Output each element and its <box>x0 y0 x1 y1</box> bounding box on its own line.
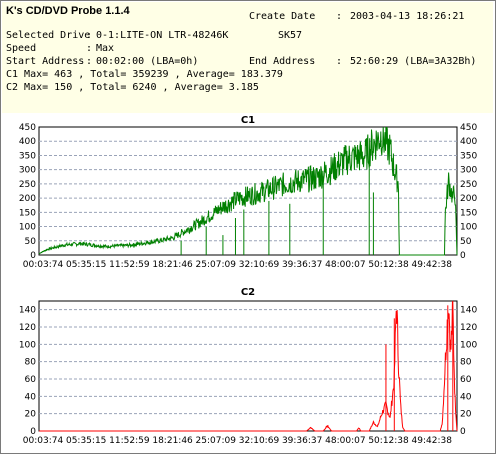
y-tick-label-right: 40 <box>460 392 472 402</box>
c1-chart: C1 0 0 50 50 100 100 150 150 200 200 250 250 300 300 35… <box>1 113 495 271</box>
drive-label: Selected Drive <box>6 30 91 41</box>
start-label: Start Address <box>6 56 85 67</box>
create-value: 2003-04-13 18:26:21 <box>350 11 465 22</box>
y-tick-label-right: 250 <box>460 180 477 190</box>
x-tick-label: 49:42:38 <box>412 436 453 445</box>
y-tick-label-left: 400 <box>19 137 36 147</box>
x-tick-label: 25:07:09 <box>196 436 237 445</box>
y-tick-label-left: 20 <box>25 410 37 420</box>
colon: : <box>86 43 93 54</box>
x-tick-label: 05:35:15 <box>66 260 106 270</box>
y-tick-label-right: 100 <box>460 340 477 350</box>
x-tick-label: 32:10:69 <box>239 436 280 445</box>
end-label: End Address <box>249 56 316 67</box>
c2-chart: C2 0 0 20 20 40 40 60 60 80 80 100 100 120 120 140 140 00… <box>1 283 495 445</box>
y-tick-label-right: 0 <box>460 251 466 261</box>
y-tick-label-right: 60 <box>460 375 472 385</box>
colon: : <box>86 56 93 67</box>
y-tick-label-right: 400 <box>460 137 477 147</box>
colon: : <box>336 11 343 22</box>
y-tick-label-right: 120 <box>460 323 477 333</box>
app-title: K's CD/DVD Probe 1.1.4 <box>6 5 130 17</box>
y-tick-label-left: 0 <box>30 427 36 437</box>
x-tick-label: 48:00:07 <box>325 260 365 270</box>
y-tick-label-left: 300 <box>19 166 36 176</box>
x-tick-label: 32:10:69 <box>239 260 280 270</box>
colon: : <box>86 30 93 41</box>
y-tick-label-left: 140 <box>19 306 36 316</box>
x-tick-label: 11:52:59 <box>109 436 150 445</box>
create-label: Create Date <box>249 11 316 22</box>
x-tick-label: 49:42:38 <box>412 260 453 270</box>
x-tick-label: 50:12:38 <box>368 436 409 445</box>
y-tick-label-right: 80 <box>460 358 472 368</box>
y-tick-label-left: 200 <box>19 194 36 204</box>
y-tick-label-left: 0 <box>30 251 36 261</box>
info-panel: K's CD/DVD Probe 1.1.4 Selected Drive : … <box>2 2 493 120</box>
x-tick-label: 25:07:09 <box>196 260 237 270</box>
y-tick-label-right: 200 <box>460 194 477 204</box>
drive-extra: SK57 <box>278 30 303 41</box>
x-tick-label: 39:36:37 <box>282 260 322 270</box>
y-tick-label-left: 250 <box>19 180 36 190</box>
y-tick-label-left: 60 <box>25 375 37 385</box>
y-tick-label-right: 140 <box>460 306 477 316</box>
speed-value: Max <box>96 43 115 54</box>
y-tick-label-left: 100 <box>19 223 36 233</box>
series-line <box>39 300 458 432</box>
x-tick-label: 00:03:74 <box>23 260 64 270</box>
y-tick-label-left: 80 <box>25 358 37 368</box>
x-tick-label: 39:36:37 <box>282 436 322 445</box>
y-tick-label-left: 40 <box>25 392 37 402</box>
y-tick-label-left: 120 <box>19 323 36 333</box>
x-tick-label: 11:52:59 <box>109 260 150 270</box>
start-value: 00:02:00 (LBA=0h) <box>96 56 199 67</box>
y-tick-label-right: 450 <box>460 123 477 133</box>
speed-label: Speed <box>6 43 37 54</box>
y-tick-label-left: 350 <box>19 151 36 161</box>
c1-stats: C1 Max= 463 , Total= 359239 , Average= 1… <box>6 69 283 80</box>
chart-title: C1 <box>241 115 255 126</box>
y-tick-label-right: 300 <box>460 166 477 176</box>
y-tick-label-right: 0 <box>460 427 466 437</box>
y-tick-label-right: 100 <box>460 223 477 233</box>
c2-stats: C2 Max= 150 , Total= 6240 , Average= 3.1… <box>6 82 259 93</box>
x-tick-label: 50:12:38 <box>368 260 409 270</box>
x-tick-label: 00:03:74 <box>23 436 64 445</box>
y-tick-label-right: 150 <box>460 208 477 218</box>
y-tick-label-left: 450 <box>19 123 36 133</box>
x-tick-label: 05:35:15 <box>66 436 106 445</box>
y-tick-label-right: 350 <box>460 151 477 161</box>
y-tick-label-left: 150 <box>19 208 36 218</box>
end-value: 52:60:29 (LBA=3A32Bh) <box>350 56 477 67</box>
chart-title: C2 <box>241 287 255 298</box>
y-tick-label-left: 100 <box>19 340 36 350</box>
drive-value: 0-1:LITE-ON LTR-48246K <box>96 30 229 41</box>
y-tick-label-right: 20 <box>460 410 472 420</box>
y-tick-label-right: 50 <box>460 237 472 247</box>
x-tick-label: 18:21:46 <box>152 436 193 445</box>
colon: : <box>336 56 343 67</box>
x-tick-label: 48:00:07 <box>325 436 365 445</box>
x-tick-label: 18:21:46 <box>152 260 193 270</box>
series-line <box>38 126 458 256</box>
y-tick-label-left: 50 <box>25 237 37 247</box>
